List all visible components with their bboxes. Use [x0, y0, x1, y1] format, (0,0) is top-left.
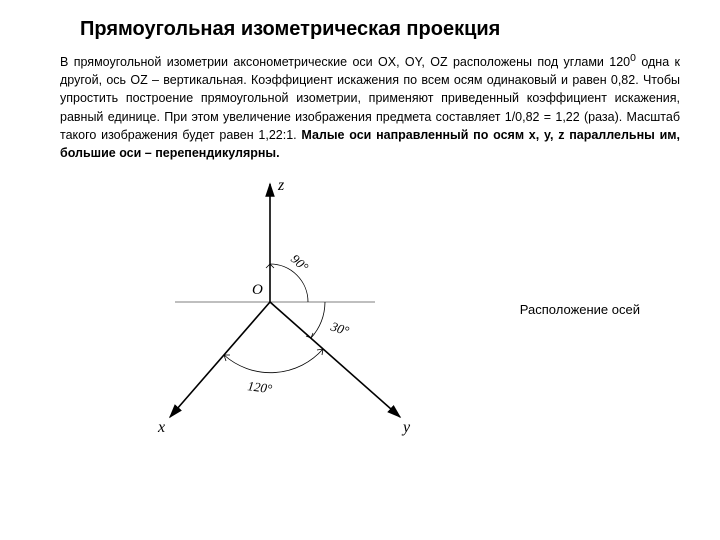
x-axis: [170, 302, 270, 417]
arc-120: [224, 349, 323, 373]
label-30: 30°: [328, 318, 351, 338]
axes-diagram: z x y O 90° 30° 120°: [120, 172, 440, 457]
diagram-area: z x y O 90° 30° 120° Расположение осей: [60, 172, 680, 472]
label-z: z: [277, 177, 285, 194]
para-seg-1: В прямоугольной изометрии аксонометричес…: [60, 55, 630, 69]
label-origin: O: [252, 282, 263, 298]
diagram-caption: Расположение осей: [520, 302, 640, 317]
arc-30: [311, 302, 325, 338]
label-y: y: [401, 419, 411, 436]
body-paragraph: В прямоугольной изометрии аксонометричес…: [60, 51, 680, 162]
label-x: x: [157, 419, 165, 436]
label-120: 120°: [247, 378, 274, 396]
page-title: Прямоугольная изометрическая проекция: [80, 18, 680, 41]
